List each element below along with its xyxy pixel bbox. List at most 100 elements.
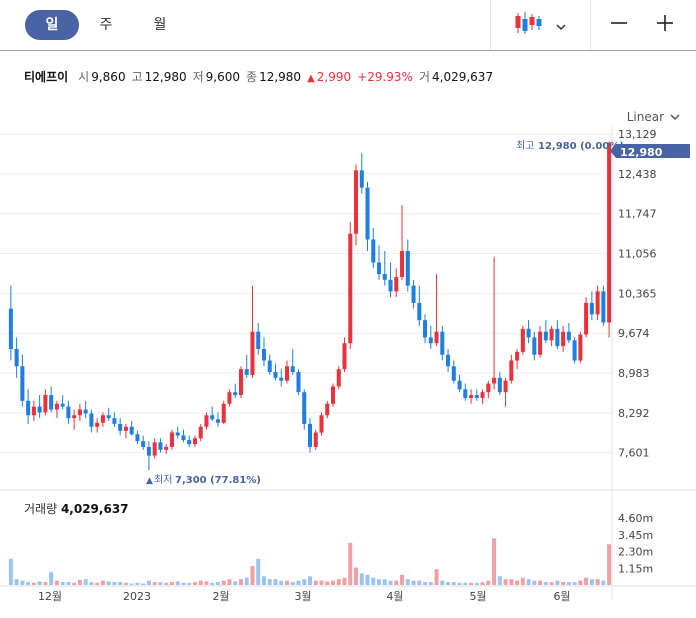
- candle-body: [169, 432, 174, 447]
- volume-bar: [365, 574, 370, 585]
- volume-bar: [204, 581, 209, 585]
- candle-body: [187, 440, 192, 445]
- candle-body: [423, 320, 428, 338]
- candle-body: [72, 415, 77, 419]
- volume-bar: [112, 582, 117, 585]
- candle-body: [158, 442, 163, 450]
- candle-body: [497, 377, 502, 393]
- candle-body: [146, 446, 151, 456]
- volume-bar: [532, 580, 537, 585]
- tab-monthly[interactable]: 월: [153, 17, 167, 33]
- candle-body: [66, 406, 71, 419]
- volume-bar: [54, 580, 59, 585]
- volume-bar: [405, 579, 410, 585]
- volume-bar: [382, 579, 387, 585]
- candle-body: [313, 432, 318, 447]
- zoom-out-button[interactable]: [600, 0, 638, 50]
- time-tick-label: 4월: [386, 590, 403, 603]
- candle-body: [100, 415, 105, 423]
- volume-bar: [8, 558, 13, 585]
- volume-bar: [187, 582, 192, 585]
- zoom-in-button[interactable]: [646, 0, 684, 50]
- candle-body: [261, 348, 266, 361]
- volume-bar: [336, 579, 341, 585]
- candle-body: [538, 331, 543, 355]
- current-price-tag: 12,980: [610, 144, 690, 159]
- volume-bar: [486, 580, 491, 585]
- tab-daily[interactable]: 일: [25, 10, 79, 40]
- volume-bar: [555, 580, 560, 585]
- volume-bar: [290, 582, 295, 585]
- price-tick-label: 12,438: [618, 168, 657, 181]
- volume-bar: [256, 558, 261, 585]
- tab-weekly[interactable]: 주: [99, 17, 113, 33]
- volume-bar: [146, 580, 151, 585]
- candle-body: [325, 403, 330, 416]
- price-axis: 13,129 12,438 11,747 11,056 10,365 9,674 8,983…: [618, 128, 657, 460]
- volume-bar: [261, 576, 266, 585]
- volume-bar: [129, 583, 134, 585]
- volume-bar: [469, 582, 474, 585]
- candle-body: [296, 372, 301, 393]
- candle-body: [238, 369, 243, 396]
- volume-bar: [221, 580, 226, 585]
- toolbar-divider: [590, 0, 591, 50]
- volume-bar: [66, 582, 71, 585]
- candle-body: [394, 276, 399, 292]
- volume-bar: [451, 582, 456, 585]
- candle-body: [607, 142, 612, 323]
- volume-bar: [307, 576, 313, 585]
- volume-bar: [106, 581, 111, 585]
- change-percent: +29.93%: [357, 70, 413, 84]
- volume-bar: [394, 580, 399, 585]
- volume-bar: [233, 581, 238, 585]
- volume-bar: [503, 579, 508, 585]
- candle-body: [400, 251, 405, 277]
- volume-bar: [267, 579, 272, 585]
- price-tick-label: 11,056: [618, 248, 657, 261]
- chevron-down-icon: [556, 16, 566, 35]
- candle-body: [273, 372, 278, 378]
- candle-body: [457, 380, 462, 390]
- candle-body: [359, 170, 364, 188]
- volume-bar: [497, 576, 502, 585]
- price-tick-label: 8,983: [618, 367, 650, 380]
- candle-body: [446, 354, 451, 367]
- volume-bar: [348, 542, 353, 585]
- candle-body: [371, 239, 376, 263]
- volume-bar: [434, 568, 439, 585]
- candle-body: [20, 366, 25, 401]
- time-axis: 12월 2023 2월 3월 4월 5월 6월: [38, 590, 571, 603]
- volume-tick-label: 2.30m: [618, 546, 653, 559]
- price-tick-label: 7,601: [618, 447, 650, 460]
- volume-bar: [158, 582, 163, 585]
- candle-body: [210, 415, 215, 420]
- high-value: 12,980: [144, 70, 187, 84]
- plus-icon: [656, 14, 674, 36]
- volume-panel-label: 거래량: [24, 502, 58, 516]
- close-label: 종: [246, 70, 258, 84]
- volume-bar: [388, 580, 393, 585]
- volume-bar: [446, 582, 451, 585]
- volume-bar: [607, 544, 612, 585]
- candle-body: [204, 415, 209, 427]
- candle-body: [492, 377, 497, 384]
- candle-body: [49, 395, 54, 410]
- candle-body: [106, 415, 111, 419]
- volume-bar: [492, 538, 497, 585]
- minus-icon: [610, 14, 628, 36]
- chart-type-button[interactable]: [500, 0, 580, 50]
- scale-select[interactable]: Linear: [627, 110, 680, 124]
- volume-tick-label: 1.15m: [618, 562, 653, 575]
- candle-body: [365, 187, 370, 240]
- price-tick-label: 8,292: [618, 407, 650, 420]
- volume-bar: [584, 577, 589, 585]
- candle-body: [141, 441, 146, 447]
- volume-bar: [279, 580, 284, 585]
- candle-body: [330, 386, 336, 404]
- volume-bar: [244, 577, 249, 585]
- volume-bar: [77, 579, 82, 585]
- volume-bar: [359, 573, 364, 585]
- candle-body: [175, 432, 180, 436]
